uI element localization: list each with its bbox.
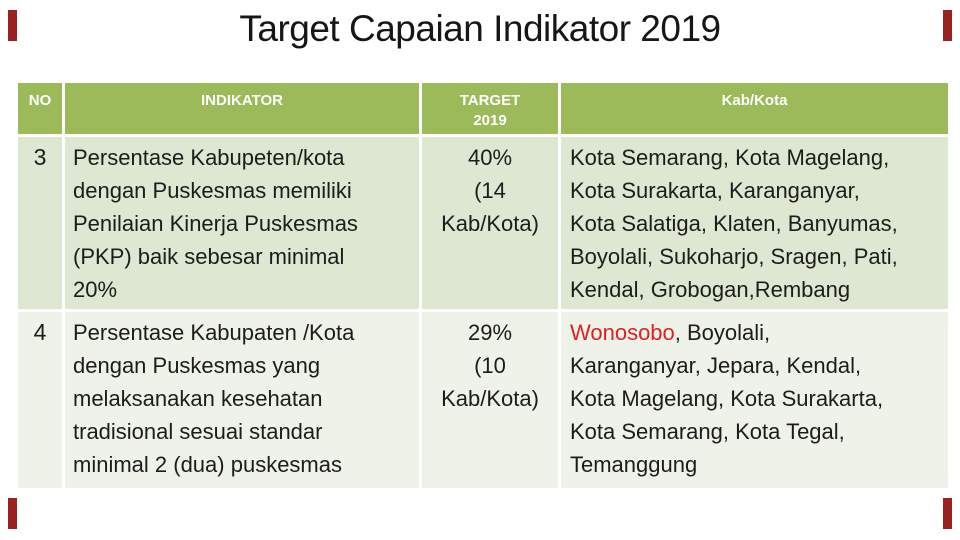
row3-target-cell: 40% (14 Kab/Kota) [422,137,558,309]
corner-accent-top-right [943,10,952,41]
row4-indikator-cell: Persentase Kabupaten /Kota dengan Puskes… [65,312,419,488]
corner-accent-bottom-right [943,498,952,529]
row4-kabkota-text: , Boyolali, Karanganyar, Jepara, Kendal,… [570,320,884,477]
row4-kabkota-highlight: Wonosobo [570,320,675,345]
row3-number-cell: 3 [18,137,62,309]
corner-accent-bottom-left [8,498,17,529]
slide-title: Target Capaian Indikator 2019 [239,8,721,49]
row3-kabkota-text: Kota Semarang, Kota Magelang, Kota Surak… [570,145,898,302]
row4-number-cell: 4 [18,312,62,488]
column-header-target-2019: TARGET 2019 [422,83,558,134]
column-header-kab-kota: Kab/Kota [561,83,948,134]
column-header-indikator: INDIKATOR [65,83,419,134]
row3-kabkota-cell: Kota Semarang, Kota Magelang, Kota Surak… [561,137,948,309]
indicator-target-table: NO INDIKATOR TARGET 2019 Kab/Kota 3 Pers… [18,83,948,488]
column-header-no: NO [18,83,62,134]
row4-target-cell: 29% (10 Kab/Kota) [422,312,558,488]
corner-accent-top-left [8,10,17,41]
row4-kabkota-cell: Wonosobo, Boyolali, Karanganyar, Jepara,… [561,312,948,488]
row3-indikator-cell: Persentase Kabupeten/kota dengan Puskesm… [65,137,419,309]
